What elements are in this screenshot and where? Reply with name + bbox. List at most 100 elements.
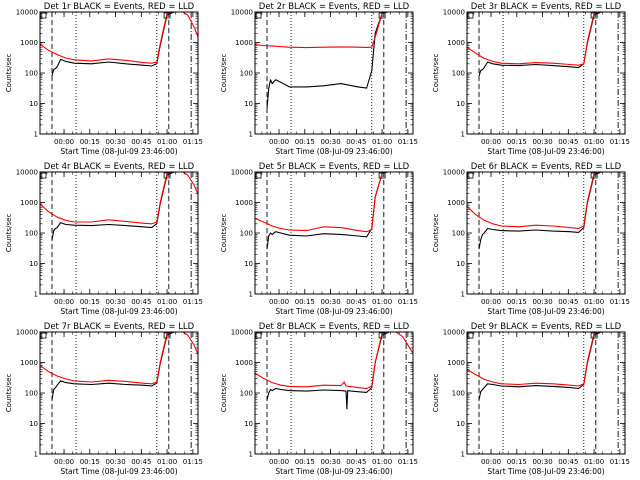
y-tick-label: 1000	[20, 39, 38, 47]
y-tick-label: 100	[452, 70, 465, 78]
y-tick-label: 100	[25, 70, 38, 78]
x-tick-label: 00:45	[346, 298, 366, 306]
series-line-lld	[467, 172, 600, 230]
series-line-lld	[255, 12, 390, 49]
x-tick-label: 01:15	[183, 458, 203, 466]
y-axis-label: Counts/sec	[220, 54, 228, 93]
marker-square	[590, 172, 598, 179]
series-line-events	[51, 172, 176, 240]
x-tick-label: 01:15	[610, 138, 630, 146]
y-tick-label: 100	[25, 390, 38, 398]
x-tick-label: 01:15	[398, 458, 418, 466]
y-tick-label: 1	[249, 451, 253, 459]
marker-square	[255, 12, 262, 19]
chart-title: Det 5r BLACK = Events, RED = LLD	[259, 162, 410, 172]
marker-square	[590, 12, 598, 19]
x-tick-label: 01:00	[157, 138, 177, 146]
y-axis-label: Counts/sec	[220, 214, 228, 253]
y-tick-label: 1000	[235, 359, 253, 367]
y-tick-label: 10	[456, 100, 465, 108]
x-tick-label: 01:00	[584, 458, 604, 466]
marker-square	[163, 332, 171, 339]
x-tick-label: 00:00	[269, 458, 289, 466]
x-tick-label: 00:15	[507, 458, 527, 466]
x-tick-label: 00:45	[558, 298, 578, 306]
chart-title: Det 1r BLACK = Events, RED = LLD	[44, 2, 195, 12]
y-axis-label: Counts/sec	[5, 214, 13, 253]
y-axis-label: Counts/sec	[5, 374, 13, 413]
chart-title: Det 3r BLACK = Events, RED = LLD	[471, 2, 622, 12]
x-tick-label: 01:15	[610, 458, 630, 466]
y-tick-label: 100	[240, 390, 253, 398]
x-tick-label: 00:45	[346, 458, 366, 466]
plot-frame	[39, 331, 199, 455]
marker-square	[40, 12, 47, 19]
x-axis-label: Start Time (08-Jul-09 23:46:00)	[275, 467, 392, 476]
y-tick-label: 10	[244, 260, 253, 268]
x-tick-label: 01:15	[610, 298, 630, 306]
x-axis-label: Start Time (08-Jul-09 23:46:00)	[60, 467, 177, 476]
y-tick-label: 1	[461, 131, 465, 139]
series-line-events	[478, 12, 603, 77]
y-tick-label: 100	[25, 230, 38, 238]
plot-frame	[39, 11, 199, 135]
x-tick-label: 01:15	[183, 298, 203, 306]
plot-frame	[466, 11, 626, 135]
y-tick-label: 10000	[16, 329, 38, 337]
plot-frame	[39, 171, 199, 295]
y-tick-label: 10000	[231, 329, 253, 337]
y-tick-label: 1	[34, 291, 38, 299]
marker-square	[40, 332, 47, 339]
y-axis-label: Counts/sec	[220, 374, 228, 413]
plot-frame	[466, 331, 626, 455]
marker-square	[378, 332, 386, 339]
series-line-lld	[255, 172, 390, 233]
chart-title: Det 2r BLACK = Events, RED = LLD	[259, 2, 410, 12]
chart-panel-9: Det 9r BLACK = Events, RED = LLD Counts/s…	[432, 322, 630, 476]
x-tick-label: 00:45	[558, 138, 578, 146]
y-tick-label: 10	[456, 260, 465, 268]
series-line-events	[51, 332, 176, 400]
x-axis-label: Start Time (08-Jul-09 23:46:00)	[487, 307, 604, 316]
y-tick-label: 10000	[443, 9, 465, 17]
y-axis-label: Counts/sec	[432, 374, 440, 413]
x-axis-label: Start Time (08-Jul-09 23:46:00)	[60, 147, 177, 156]
x-tick-label: 00:00	[54, 458, 74, 466]
y-tick-label: 10000	[231, 9, 253, 17]
x-axis-label: Start Time (08-Jul-09 23:46:00)	[487, 467, 604, 476]
y-axis-label: Counts/sec	[432, 54, 440, 93]
x-axis-label: Start Time (08-Jul-09 23:46:00)	[275, 147, 392, 156]
y-tick-label: 1	[34, 451, 38, 459]
y-tick-label: 1	[249, 131, 253, 139]
y-tick-label: 10000	[443, 169, 465, 177]
x-axis-label: Start Time (08-Jul-09 23:46:00)	[487, 147, 604, 156]
x-tick-label: 00:45	[558, 458, 578, 466]
y-tick-label: 100	[240, 70, 253, 78]
y-tick-label: 1	[461, 451, 465, 459]
x-tick-label: 01:15	[398, 138, 418, 146]
x-tick-label: 00:15	[80, 298, 100, 306]
plot-frame	[254, 11, 414, 135]
x-tick-label: 00:00	[269, 138, 289, 146]
series-line-events	[478, 332, 603, 400]
y-tick-label: 10	[456, 420, 465, 428]
chart-panel-2: Det 2r BLACK = Events, RED = LLD Counts/s…	[220, 2, 418, 156]
series-line-lld	[467, 12, 600, 66]
x-tick-label: 00:30	[105, 458, 125, 466]
chart-panel-6: Det 6r BLACK = Events, RED = LLD Counts/s…	[432, 162, 630, 316]
chart-panel-5: Det 5r BLACK = Events, RED = LLD Counts/s…	[220, 162, 418, 316]
plot-frame	[254, 171, 414, 295]
x-tick-label: 01:00	[372, 138, 392, 146]
x-tick-label: 01:00	[584, 298, 604, 306]
y-tick-label: 10	[244, 420, 253, 428]
x-tick-label: 00:30	[532, 458, 552, 466]
x-tick-label: 00:15	[80, 458, 100, 466]
x-tick-label: 00:45	[346, 138, 366, 146]
series-line-lld	[40, 172, 198, 225]
x-tick-label: 01:00	[372, 298, 392, 306]
series-line-lld	[255, 332, 413, 390]
y-tick-label: 10	[244, 100, 253, 108]
x-tick-label: 00:00	[481, 138, 501, 146]
chart-panel-1: Det 1r BLACK = Events, RED = LLD Counts/s…	[5, 2, 203, 156]
